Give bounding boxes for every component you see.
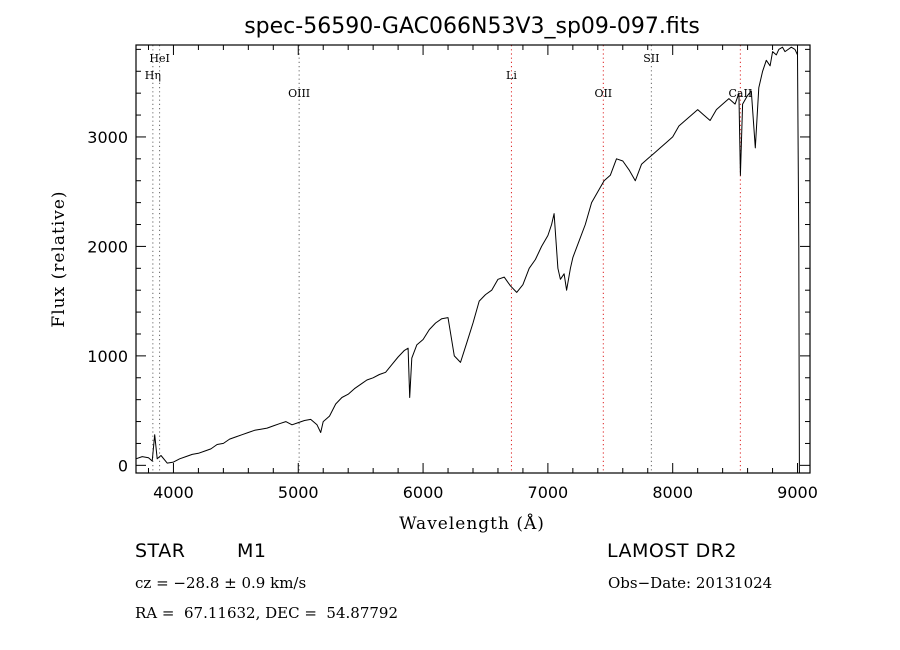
y-tick-label: 0 — [118, 456, 128, 475]
series-line-0 — [135, 46, 800, 474]
object-subclass: M1 — [237, 540, 267, 562]
object-class: STAR — [135, 540, 186, 562]
plot-frame — [135, 44, 811, 474]
y-axis-label: Flux (relative) — [49, 190, 69, 327]
y-tick-label: 3000 — [87, 128, 128, 147]
x-tick-labels: 4000 5000 6000 7000 8000 9000 — [153, 483, 818, 502]
line-marker-label-2: OIII — [288, 87, 310, 100]
line-marker-label-5: SII — [643, 52, 659, 65]
redshift-readout: cz = −28.8 ± 0.9 km/s — [135, 574, 307, 592]
y-tick-label: 2000 — [87, 237, 128, 256]
line-marker-label-0: HeI — [149, 52, 169, 65]
coordinates-readout: RA = 67.11632, DEC = 54.87792 — [135, 604, 399, 622]
survey-name: LAMOST DR2 — [607, 540, 737, 562]
axis-ticks — [136, 45, 810, 473]
line-marker-label-3: Li — [506, 69, 517, 82]
x-tick-label: 6000 — [403, 483, 444, 502]
x-axis-label: Wavelength (Å) — [399, 513, 545, 534]
series-layer — [135, 46, 800, 474]
line-marker-label-4: OII — [594, 87, 612, 100]
y-tick-labels: 0 1000 2000 3000 — [87, 128, 128, 475]
x-tick-label: 5000 — [278, 483, 319, 502]
observation-date: Obs−Date: 20131024 — [608, 574, 773, 592]
y-tick-label: 1000 — [87, 347, 128, 366]
x-tick-label: 8000 — [652, 483, 693, 502]
x-tick-label: 7000 — [528, 483, 569, 502]
x-tick-label: 4000 — [153, 483, 194, 502]
chart-title: spec-56590-GAC066N53V3_sp09-097.fits — [244, 14, 700, 39]
x-tick-label: 9000 — [777, 483, 818, 502]
line-marker-label-1: Hη — [145, 69, 161, 82]
